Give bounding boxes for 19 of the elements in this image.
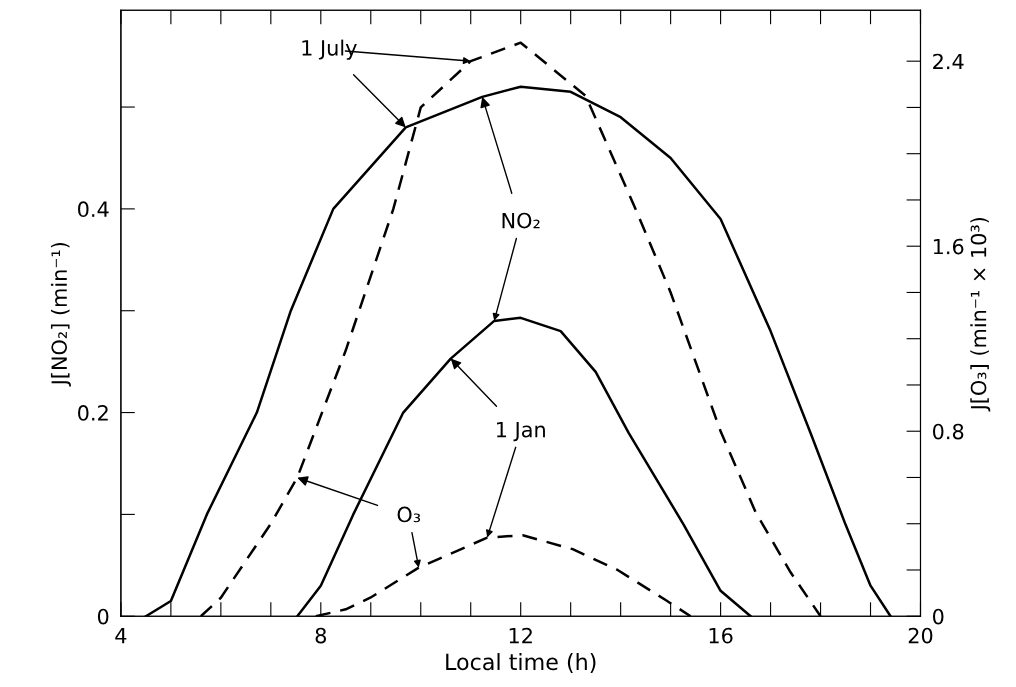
x-tick-label: 12 (509, 627, 532, 644)
x-tick-label: 8 (315, 627, 326, 644)
annotation: 1 July (302, 39, 357, 60)
x-tick-label: 4 (115, 627, 127, 644)
x-axis-title: Local time (h) (446, 653, 596, 673)
y2-axis-title: J[O₃] (min⁻¹ × 10³) (970, 217, 991, 412)
y2-tick-label: 0.8 (932, 423, 964, 440)
annotation: 1 Jan (496, 421, 545, 442)
y-tick-label: 0.4 (78, 201, 109, 218)
y2-tick-label: 2.4 (933, 53, 964, 70)
x-tick-label: 20 (908, 627, 933, 644)
y2-tick-label: 1.6 (933, 238, 964, 255)
y2-tick-label: 0 (932, 608, 944, 625)
annotation: NO₂ (502, 212, 540, 229)
y-tick-label: 0.2 (78, 405, 108, 421)
y-axis-title: J[NO₂] (min⁻¹) (50, 242, 71, 387)
y-tick-label: 0 (97, 608, 109, 625)
x-tick-label: 16 (709, 627, 733, 644)
annotation: O₃ (397, 506, 421, 523)
